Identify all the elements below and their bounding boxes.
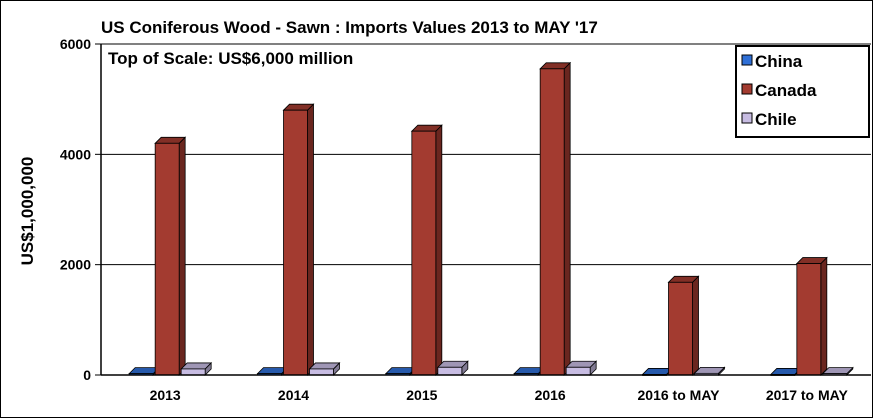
bar-side	[820, 256, 828, 376]
bar-front	[565, 366, 591, 376]
y-axis-label: US$1,000,000	[18, 157, 37, 266]
x-tick-label: 2016 to MAY	[638, 387, 721, 403]
bar-china-3	[513, 366, 546, 376]
legend-label-canada: Canada	[755, 81, 817, 100]
bar-canada-4	[667, 275, 700, 376]
bar-chile-1	[308, 361, 341, 376]
bar-front	[411, 130, 437, 376]
bar-front	[309, 368, 334, 376]
bar-chile-5	[821, 366, 854, 376]
bar-front	[796, 263, 822, 376]
legend-box	[735, 45, 870, 138]
bar-side	[692, 275, 699, 376]
bar-side	[435, 124, 443, 376]
x-tick-label: 2016	[535, 387, 566, 403]
bar-side	[563, 61, 571, 376]
bar-chile-4	[693, 366, 726, 376]
bar-canada-1	[282, 103, 315, 376]
bar-canada-5	[795, 256, 828, 376]
bar-china-2	[384, 366, 417, 376]
bar-front	[437, 366, 463, 376]
bar-chile-0	[180, 361, 213, 376]
chart-subtitle: Top of Scale: US$6,000 million	[108, 49, 353, 68]
bar-front	[283, 109, 308, 376]
bar-canada-0	[154, 136, 187, 376]
bar-front	[154, 142, 180, 376]
gridlines	[101, 43, 871, 266]
legend: China Canada Chile	[735, 45, 870, 138]
x-tick-label: 2014	[278, 387, 309, 403]
y-tick-label: 2000	[60, 257, 91, 273]
bar-front	[539, 68, 565, 376]
bar-china-0	[128, 366, 161, 376]
legend-swatch-china	[741, 54, 753, 66]
bar-chile-3	[565, 360, 598, 376]
x-tick-label: 2015	[406, 387, 437, 403]
y-tick-label: 4000	[60, 146, 91, 162]
bar-chile-2	[436, 360, 469, 376]
legend-swatch-chile	[741, 112, 753, 124]
bar-canada-2	[410, 124, 443, 376]
x-tick-label: 2017 to MAY	[766, 387, 849, 403]
axes: 0 2000 4000 6000 2013 2014 2015 2016 2016 to MAY…	[60, 36, 871, 403]
legend-swatch-canada	[741, 83, 753, 95]
chart-title: US Coniferous Wood - Sawn : Imports Valu…	[101, 18, 598, 37]
bar-front	[668, 281, 693, 376]
legend-label-china: China	[755, 52, 803, 71]
y-tick-label: 0	[83, 367, 91, 383]
y-tick-label: 6000	[60, 36, 91, 52]
bar-china-1	[256, 366, 289, 376]
bar-side	[307, 103, 314, 376]
bar-side	[178, 136, 186, 376]
x-tick-label: 2013	[150, 387, 181, 403]
bars	[128, 61, 854, 376]
legend-label-chile: Chile	[755, 110, 797, 129]
bar-canada-3	[539, 61, 572, 376]
bar-front	[180, 368, 206, 376]
